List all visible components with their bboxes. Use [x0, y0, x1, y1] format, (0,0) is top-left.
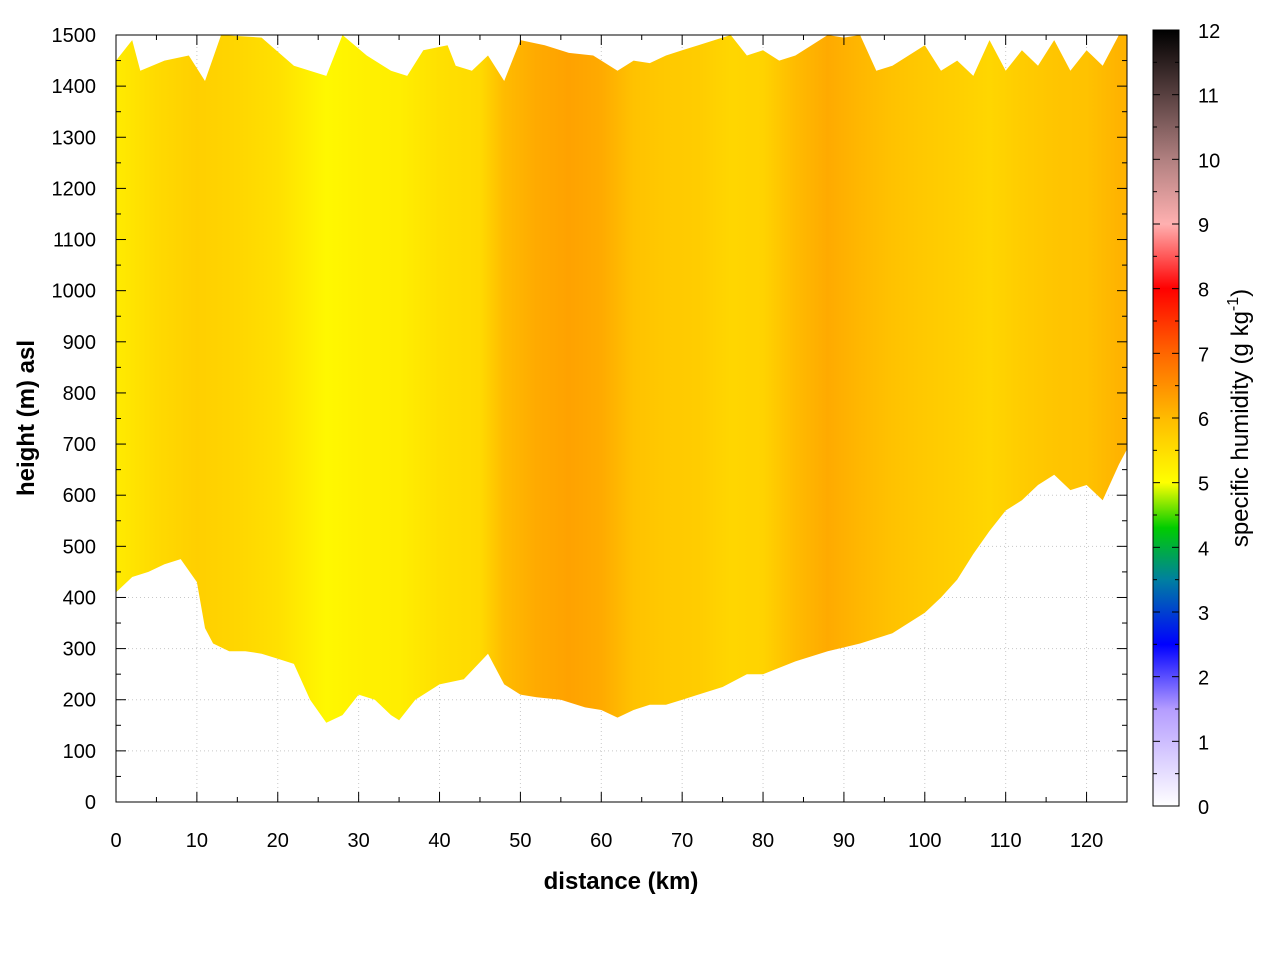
- colorbar-tick-label: 9: [1198, 215, 1209, 237]
- x-tick-label: 70: [671, 830, 693, 852]
- y-tick-label: 100: [63, 741, 96, 763]
- x-tick-label: 60: [590, 830, 612, 852]
- colorbar-tick-label: 5: [1198, 474, 1209, 496]
- y-tick-label: 600: [63, 485, 96, 507]
- x-tick-label: 30: [348, 830, 370, 852]
- x-tick-label: 100: [908, 830, 941, 852]
- y-tick-label: 1200: [52, 178, 97, 200]
- x-tick-label: 10: [186, 830, 208, 852]
- colorbar-title-end: ): [1227, 289, 1254, 297]
- colorbar-tick-label: 7: [1198, 344, 1209, 366]
- x-tick-label: 0: [110, 830, 121, 852]
- x-tick-label: 90: [833, 830, 855, 852]
- humidity-field: [116, 35, 1127, 723]
- y-tick-label: 300: [63, 639, 96, 661]
- colorbar-title-sup: -1: [1225, 297, 1242, 311]
- colorbar-tick-label: 2: [1198, 668, 1209, 690]
- colorbar-tick-label: 11: [1198, 86, 1219, 108]
- y-tick-label: 1000: [52, 281, 97, 303]
- y-tick-label: 1100: [53, 230, 96, 252]
- x-tick-label: 80: [752, 830, 774, 852]
- x-tick-label: 120: [1070, 830, 1103, 852]
- x-tick-label: 50: [509, 830, 531, 852]
- y-tick-label: 1500: [52, 25, 97, 47]
- y-tick-label: 0: [85, 792, 96, 814]
- x-tick-label: 110: [990, 830, 1022, 852]
- y-tick-label: 700: [63, 434, 96, 456]
- y-tick-label: 500: [63, 536, 96, 558]
- colorbar-tick-label: 3: [1198, 603, 1209, 625]
- y-tick-label: 800: [63, 383, 96, 405]
- y-axis: 0 100 200 300 400 500 600 700 800 900 1000 1100 1200…: [52, 25, 1127, 814]
- y-axis-title: height (m) asl: [13, 340, 40, 496]
- y-tick-label: 900: [63, 332, 96, 354]
- colorbar-tick-label: 8: [1198, 280, 1209, 302]
- colorbar-tick-label: 10: [1198, 150, 1220, 172]
- y-tick-label: 400: [63, 587, 96, 609]
- colorbar-title: specific humidity (g kg-1): [1225, 289, 1254, 547]
- y-tick-label: 1300: [52, 127, 97, 149]
- colorbar-title-main: specific humidity (g kg: [1227, 311, 1254, 547]
- x-axis-title: distance (km): [544, 868, 699, 895]
- colorbar-tick-label: 4: [1198, 538, 1209, 560]
- colorbar-tick-label: 12: [1198, 21, 1220, 43]
- x-axis: 0 10 20 30 40 50 60 70 80 90 100 110 120: [110, 35, 1103, 852]
- y-tick-label: 1400: [52, 76, 97, 98]
- colorbar-tick-label: 1: [1198, 732, 1209, 754]
- colorbar-tick-label: 0: [1198, 797, 1209, 819]
- colorbar-tick-label: 6: [1198, 409, 1209, 431]
- y-tick-label: 200: [63, 690, 96, 712]
- x-tick-label: 20: [267, 830, 289, 852]
- x-tick-label: 40: [428, 830, 450, 852]
